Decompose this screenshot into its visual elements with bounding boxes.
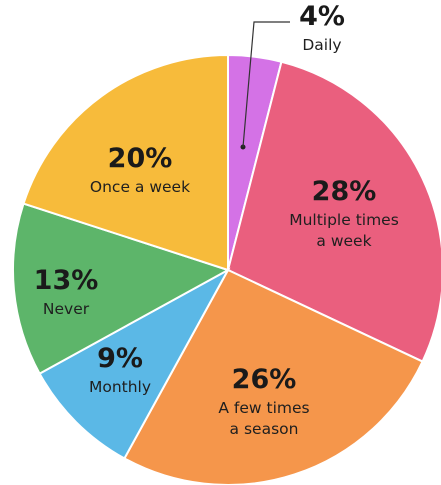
slice-category-label: a week [316, 232, 371, 250]
slice-value-label: 28% [312, 176, 377, 207]
slice-category-label: Never [43, 300, 90, 318]
slice-category-label: Multiple times [289, 211, 399, 229]
slice-category-label: Once a week [90, 178, 190, 196]
pie-slices [12, 53, 441, 485]
slice-value-label: 13% [34, 265, 99, 296]
slice-labels: 4% Daily 28% Multiple times a week 26% A few t… [34, 1, 399, 438]
pie-slice-once-a-week [22, 53, 229, 272]
slice-value-label: 20% [108, 143, 173, 174]
slice-value-label: 4% [299, 1, 345, 32]
slice-value-label: 26% [232, 364, 297, 395]
leader-line [242, 21, 290, 148]
slice-category-label: Daily [302, 36, 341, 54]
pie-slice-monthly [38, 267, 231, 460]
slice-category-label: a season [230, 420, 299, 438]
pie-slice-never [12, 202, 231, 375]
slice-category-label: A few times [218, 399, 309, 417]
slice-category-label: Monthly [89, 378, 151, 396]
pie-slice-multiple-times-a-week [226, 60, 441, 363]
slice-value-label: 9% [97, 343, 143, 374]
leader-lines [240, 21, 290, 150]
